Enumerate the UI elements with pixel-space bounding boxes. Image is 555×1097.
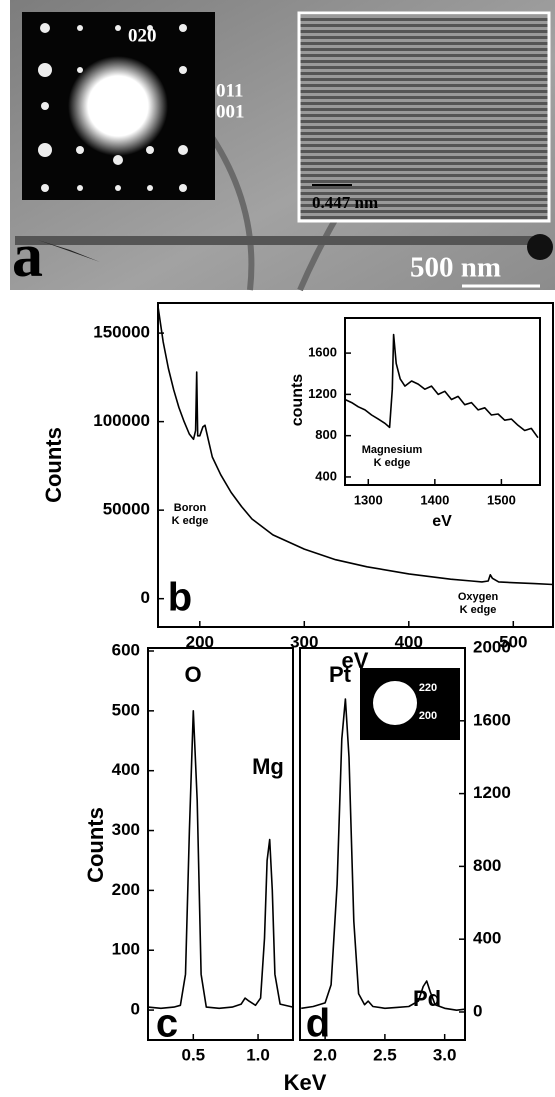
scale-bar-label: 500 nm [410, 252, 501, 284]
x-tick-label: 400 [395, 632, 423, 651]
central-beam [68, 56, 168, 156]
y-tick-label: 600 [112, 640, 140, 659]
y-tick-label: 0 [141, 588, 150, 607]
spectrum-line [147, 710, 294, 1010]
inset-label: 220 [419, 682, 437, 694]
x-tick-label: 200 [186, 632, 214, 651]
spot-label: 001 [216, 101, 245, 122]
x-tick-label: 3.0 [433, 1045, 457, 1064]
annotation: Mg [252, 754, 284, 779]
hrtem-inset [297, 11, 551, 223]
y-axis-label: Counts [41, 427, 66, 503]
spectrum-line [157, 306, 554, 586]
x-tick-label: 1.0 [246, 1045, 270, 1064]
annotation: K edge [172, 515, 209, 527]
y-tick-label: 400 [315, 468, 337, 483]
annotation: Oxygen [458, 591, 499, 603]
plot-frame [157, 302, 554, 628]
y-tick-label: 400 [473, 929, 501, 948]
y-tick-label: 2000 [473, 637, 511, 656]
y-tick-label: 1600 [308, 345, 337, 360]
annotation: Pt [329, 662, 352, 687]
annotation: O [184, 662, 201, 687]
panel-letter: b [168, 576, 192, 620]
annotation: Boron [174, 502, 207, 514]
y-tick-label: 1200 [308, 386, 337, 401]
x-tick-label: 2.0 [313, 1045, 337, 1064]
y-tick-label: 50000 [103, 500, 150, 519]
y-tick-label: 800 [473, 856, 501, 875]
nanobelt [15, 236, 540, 245]
debris [38, 240, 100, 262]
y-tick-label: 300 [112, 820, 140, 839]
tem-panel: 020 011 001 0.447 nm 500 nm a [10, 0, 555, 292]
annotation: Magnesium [362, 444, 423, 456]
x-axis-label: KeV [284, 1070, 327, 1095]
y-tick-label: 150000 [93, 323, 150, 342]
x-tick-label: 1500 [487, 492, 516, 507]
y-axis-label: counts [289, 374, 306, 427]
x-axis-label: eV [342, 648, 369, 673]
y-tick-label: 0 [473, 1001, 482, 1020]
spectrum-line [344, 333, 539, 439]
y-tick-label: 1600 [473, 710, 511, 729]
plot-frame [299, 647, 466, 1041]
x-tick-label: 300 [290, 632, 318, 651]
y-tick-label: 100000 [93, 411, 150, 430]
y-tick-label: 1200 [473, 783, 511, 802]
annotation: Pd [413, 986, 441, 1011]
y-tick-label: 0 [131, 1000, 140, 1019]
y-tick-label: 200 [112, 880, 140, 899]
spot-label: 020 [128, 25, 157, 46]
diffraction-spots [38, 23, 188, 192]
y-tick-label: 400 [112, 760, 140, 779]
inset-label: 200 [419, 710, 437, 722]
spectrum-line [301, 698, 466, 1011]
annotation: K edge [374, 457, 411, 469]
y-tick-label: 100 [112, 940, 140, 959]
particle [527, 234, 553, 260]
panel-letter: c [156, 1002, 178, 1046]
spot-label: 011 [216, 80, 243, 101]
x-tick-label: 2.5 [373, 1045, 397, 1064]
y-axis-label: Counts [83, 807, 108, 883]
panel-letter: a [12, 222, 43, 290]
panel-letter: d [306, 1002, 330, 1046]
x-tick-label: 500 [499, 632, 527, 651]
x-axis-label: eV [432, 513, 452, 530]
y-tick-label: 500 [112, 700, 140, 719]
lattice-spacing: 0.447 nm [312, 193, 378, 212]
plot-frame [344, 317, 541, 486]
central-beam-d [373, 681, 417, 725]
x-tick-label: 0.5 [181, 1045, 205, 1064]
annotation: K edge [460, 604, 497, 616]
x-tick-label: 1400 [420, 492, 449, 507]
x-tick-label: 1300 [354, 492, 383, 507]
plot-frame [147, 647, 294, 1041]
y-tick-label: 800 [315, 427, 337, 442]
